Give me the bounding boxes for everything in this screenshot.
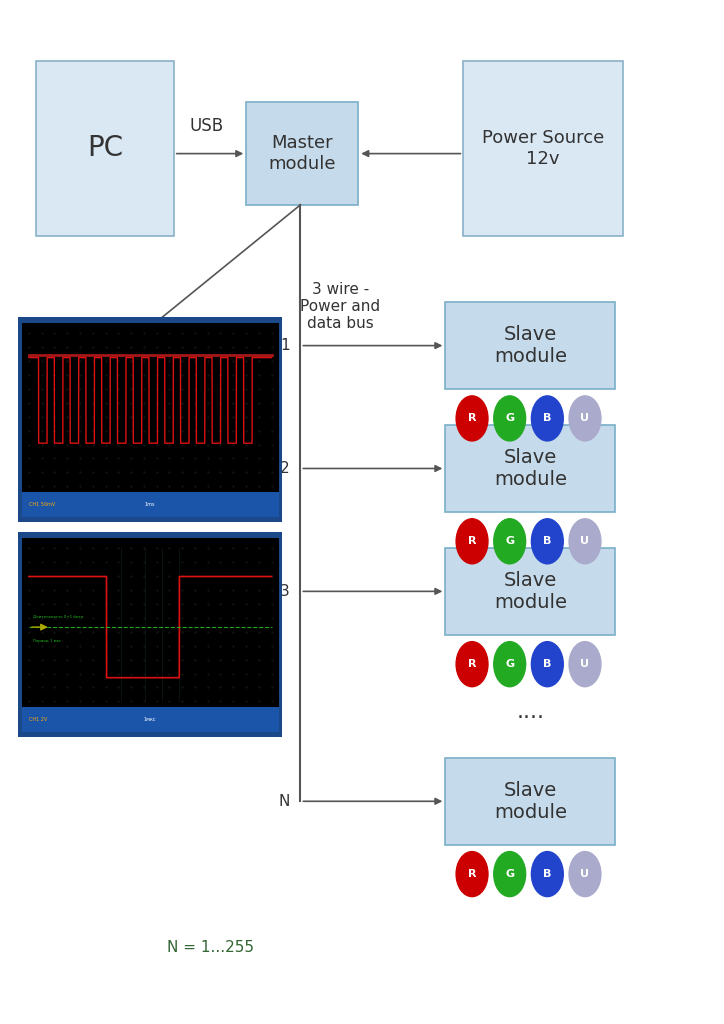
Text: R: R <box>468 414 476 423</box>
FancyBboxPatch shape <box>22 538 279 707</box>
Text: ....: .... <box>516 701 544 722</box>
Text: 1ms: 1ms <box>145 503 156 507</box>
Text: Slave
module: Slave module <box>494 447 567 489</box>
Text: B: B <box>543 869 552 879</box>
Circle shape <box>456 642 488 687</box>
Text: Длительность 0+1 бита: Длительность 0+1 бита <box>33 614 83 618</box>
Text: R: R <box>468 659 476 669</box>
Text: 2: 2 <box>280 461 290 476</box>
Text: USB: USB <box>189 117 224 135</box>
Text: Slave
module: Slave module <box>494 325 567 367</box>
FancyBboxPatch shape <box>22 323 279 492</box>
FancyBboxPatch shape <box>463 61 623 236</box>
Text: R: R <box>468 537 476 546</box>
FancyBboxPatch shape <box>22 707 279 732</box>
Text: G: G <box>505 869 514 879</box>
Text: U: U <box>581 414 589 423</box>
Text: R: R <box>468 869 476 879</box>
FancyBboxPatch shape <box>246 102 358 205</box>
FancyBboxPatch shape <box>445 758 615 845</box>
Text: B: B <box>543 537 552 546</box>
Circle shape <box>531 396 563 441</box>
Circle shape <box>456 519 488 564</box>
Circle shape <box>569 852 601 897</box>
Circle shape <box>494 642 526 687</box>
Text: Период 1 мкс: Период 1 мкс <box>33 639 61 643</box>
Text: Master
module: Master module <box>269 134 336 173</box>
Text: 3: 3 <box>280 584 290 599</box>
Circle shape <box>494 852 526 897</box>
Text: 3 wire -
Power and
data bus: 3 wire - Power and data bus <box>300 282 381 332</box>
Circle shape <box>494 519 526 564</box>
Text: N = 1...255: N = 1...255 <box>167 940 253 954</box>
Text: U: U <box>581 659 589 669</box>
FancyBboxPatch shape <box>18 317 282 522</box>
Circle shape <box>569 642 601 687</box>
FancyBboxPatch shape <box>445 425 615 512</box>
Circle shape <box>456 396 488 441</box>
FancyBboxPatch shape <box>22 492 279 517</box>
Text: PC: PC <box>87 134 123 163</box>
Text: U: U <box>581 869 589 879</box>
Text: G: G <box>505 537 514 546</box>
FancyBboxPatch shape <box>445 302 615 389</box>
Circle shape <box>531 852 563 897</box>
Circle shape <box>569 519 601 564</box>
Circle shape <box>531 519 563 564</box>
FancyBboxPatch shape <box>445 548 615 635</box>
Text: N: N <box>278 794 290 809</box>
Text: G: G <box>505 659 514 669</box>
Text: Slave
module: Slave module <box>494 570 567 612</box>
Text: B: B <box>543 414 552 423</box>
Circle shape <box>494 396 526 441</box>
Circle shape <box>456 852 488 897</box>
Text: 1мкс: 1мкс <box>144 718 156 722</box>
FancyBboxPatch shape <box>36 61 174 236</box>
Text: Slave
module: Slave module <box>494 780 567 822</box>
Text: CH1 2V: CH1 2V <box>29 718 47 722</box>
Text: U: U <box>581 537 589 546</box>
FancyBboxPatch shape <box>18 532 282 737</box>
Text: CH1 50mV: CH1 50mV <box>29 503 55 507</box>
Circle shape <box>531 642 563 687</box>
Text: 1: 1 <box>280 338 290 353</box>
Text: G: G <box>505 414 514 423</box>
Text: Power Source
12v: Power Source 12v <box>482 129 604 168</box>
Circle shape <box>569 396 601 441</box>
Text: B: B <box>543 659 552 669</box>
